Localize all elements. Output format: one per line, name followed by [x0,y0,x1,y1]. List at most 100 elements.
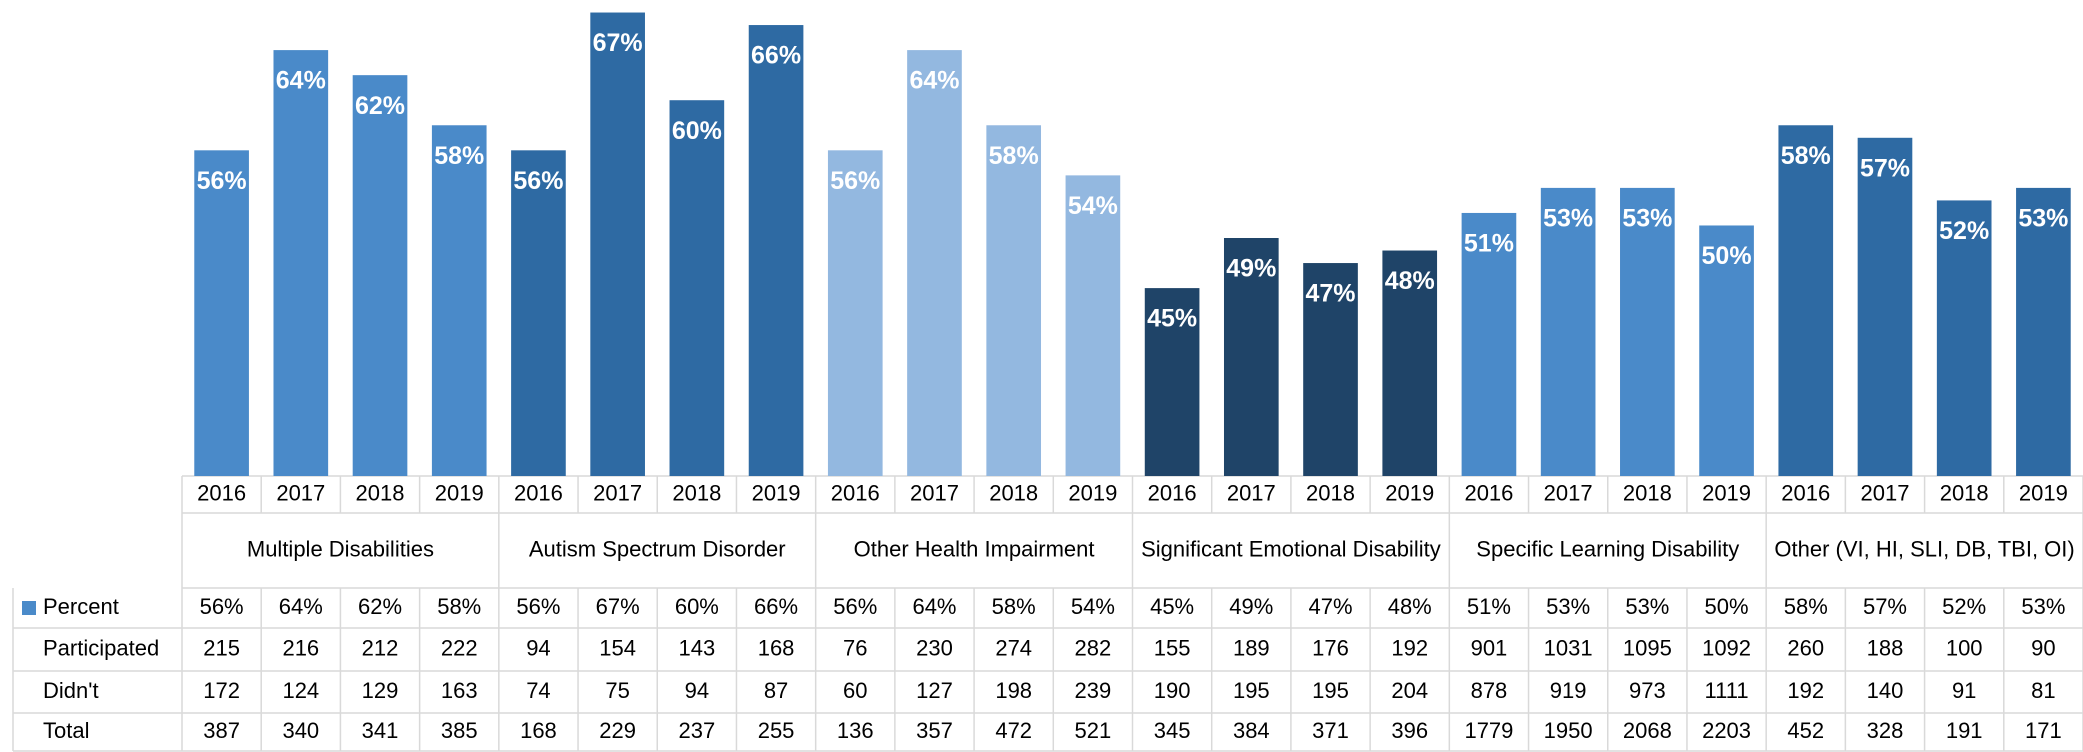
bar [511,150,566,476]
bar-label: 53% [1622,205,1672,233]
table-cell: 76 [843,635,867,660]
x-tick-label: 2018 [989,480,1038,505]
table-cell: 222 [441,635,478,660]
table-cell: 215 [203,635,240,660]
x-tick-label: 2017 [1227,480,1276,505]
bar [273,50,329,477]
table-cell: 53% [2021,594,2065,619]
table-cell: 255 [758,718,795,743]
group-label: Multiple Disabilities [247,536,434,561]
table-cell: 56% [200,594,244,619]
row-label: Didn't [43,678,99,703]
table-cell: 124 [282,678,319,703]
table-cell: 75 [605,678,629,703]
table-cell: 230 [916,635,953,660]
table-cell: 472 [995,718,1032,743]
table-cell: 1031 [1544,635,1593,660]
bar-label: 54% [1068,192,1118,220]
x-tick-label: 2019 [435,480,484,505]
x-tick-label: 2016 [1781,480,1830,505]
bar [1461,212,1517,476]
table-cell: 192 [1391,635,1428,660]
x-tick-label: 2016 [514,480,563,505]
x-tick-label: 2017 [276,480,325,505]
table-cell: 171 [2025,718,2062,743]
table-cell: 1779 [1464,718,1513,743]
table-cell: 62% [358,594,402,619]
table-cell: 198 [995,678,1032,703]
table-cell: 127 [916,678,953,703]
bar-label: 48% [1385,267,1435,295]
table-cell: 396 [1391,718,1428,743]
table-cell: 901 [1471,635,1508,660]
x-tick-label: 2016 [197,480,246,505]
x-tick-label: 2019 [2019,480,2068,505]
table-cell: 237 [678,718,715,743]
group-label: Significant Emotional Disability [1141,536,1441,561]
group-label: Other Health Impairment [854,536,1095,561]
bar-label: 64% [909,67,959,95]
x-tick-label: 2016 [831,480,880,505]
table-cell: 136 [837,718,874,743]
table-cell: 81 [2031,678,2055,703]
table-cell: 45% [1150,594,1194,619]
bar [1382,250,1438,476]
table-cell: 56% [833,594,877,619]
bar-label: 58% [1781,142,1831,170]
table-cell: 74 [526,678,550,703]
x-tick-label: 2017 [1544,480,1593,505]
table-cell: 357 [916,718,953,743]
x-tick-label: 2017 [593,480,642,505]
table-cell: 48% [1388,594,1432,619]
table-cell: 56% [516,594,560,619]
x-tick-label: 2016 [1148,480,1197,505]
table-cell: 90 [2031,635,2055,660]
x-tick-label: 2019 [1068,480,1117,505]
bar [431,125,487,477]
table-cell: 2068 [1623,718,1672,743]
bar [194,150,249,476]
bar [748,25,804,476]
bar [2016,187,2071,477]
table-cell: 1092 [1702,635,1751,660]
legend-label: Percent [43,594,119,619]
x-tick-label: 2017 [1861,480,1910,505]
table-cell: 155 [1154,635,1191,660]
x-tick-label: 2019 [752,480,801,505]
bar-label: 53% [2018,205,2068,233]
table-cell: 176 [1312,635,1349,660]
table-cell: 282 [1075,635,1112,660]
table-cell: 51% [1467,594,1511,619]
x-tick-label: 2017 [910,480,959,505]
x-tick-label: 2018 [356,480,405,505]
x-tick-label: 2018 [1623,480,1672,505]
table-cell: 919 [1550,678,1587,703]
table-cell: 973 [1629,678,1666,703]
table-cell: 387 [203,718,240,743]
table-cell: 143 [678,635,715,660]
bar-label: 52% [1939,217,1989,245]
group-label: Other (VI, HI, SLI, DB, TBI, OI) [1774,536,2074,561]
bar-label: 56% [830,167,880,195]
table-cell: 60% [675,594,719,619]
bar-label: 57% [1860,154,1910,182]
bar [1065,175,1121,477]
bar-label: 64% [276,67,326,95]
table-cell: 2203 [1702,718,1751,743]
table-cell: 385 [441,718,478,743]
x-tick-label: 2018 [1940,480,1989,505]
bar [669,100,725,477]
bar-label: 58% [434,142,484,170]
bar-label: 53% [1543,205,1593,233]
table-cell: 52% [1942,594,1986,619]
legend-swatch [22,601,36,615]
table-cell: 163 [441,678,478,703]
table-cell: 94 [526,635,550,660]
table-cell: 54% [1071,594,1115,619]
x-tick-label: 2016 [1464,480,1513,505]
bar-label: 49% [1226,255,1276,283]
table-cell: 371 [1312,718,1349,743]
table-cell: 239 [1075,678,1112,703]
table-cell: 1950 [1544,718,1593,743]
table-cell: 66% [754,594,798,619]
